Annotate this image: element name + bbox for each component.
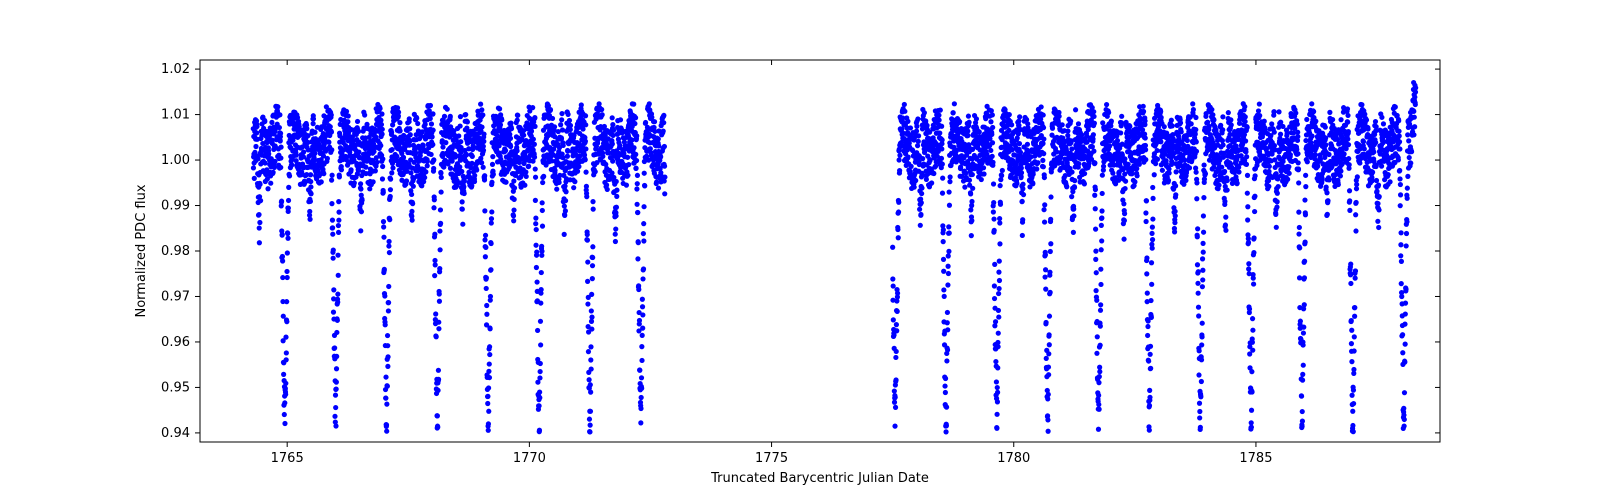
chart-svg: 1765 1770 1775 1780 1785 0.94 0.95 0.96 0.97 0.98…	[0, 0, 1600, 500]
y-tick-label: 1.02	[161, 62, 190, 77]
lightcurve-chart: 1765 1770 1775 1780 1785 0.94 0.95 0.96 0.97 0.98…	[0, 0, 1600, 500]
y-tick-label: 1.00	[161, 153, 190, 168]
data-points	[251, 80, 1419, 435]
y-tick-label: 0.97	[161, 289, 190, 304]
x-tick-label: 1775	[755, 451, 788, 466]
x-tick-label: 1780	[997, 451, 1030, 466]
y-tick-label: 1.01	[161, 108, 190, 123]
x-axis-label: Truncated Barycentric Julian Date	[710, 471, 929, 486]
y-tick-label: 0.95	[161, 380, 190, 395]
y-axis-label: Normalized PDC flux	[134, 184, 149, 317]
y-tick-label: 0.96	[161, 335, 190, 350]
y-tick-label: 0.98	[161, 244, 190, 259]
y-tick-label: 0.94	[161, 426, 190, 441]
x-tick-label: 1770	[513, 451, 546, 466]
x-tick-label: 1765	[271, 451, 304, 466]
y-tick-label: 0.99	[161, 199, 190, 214]
x-tick-label: 1785	[1239, 451, 1272, 466]
